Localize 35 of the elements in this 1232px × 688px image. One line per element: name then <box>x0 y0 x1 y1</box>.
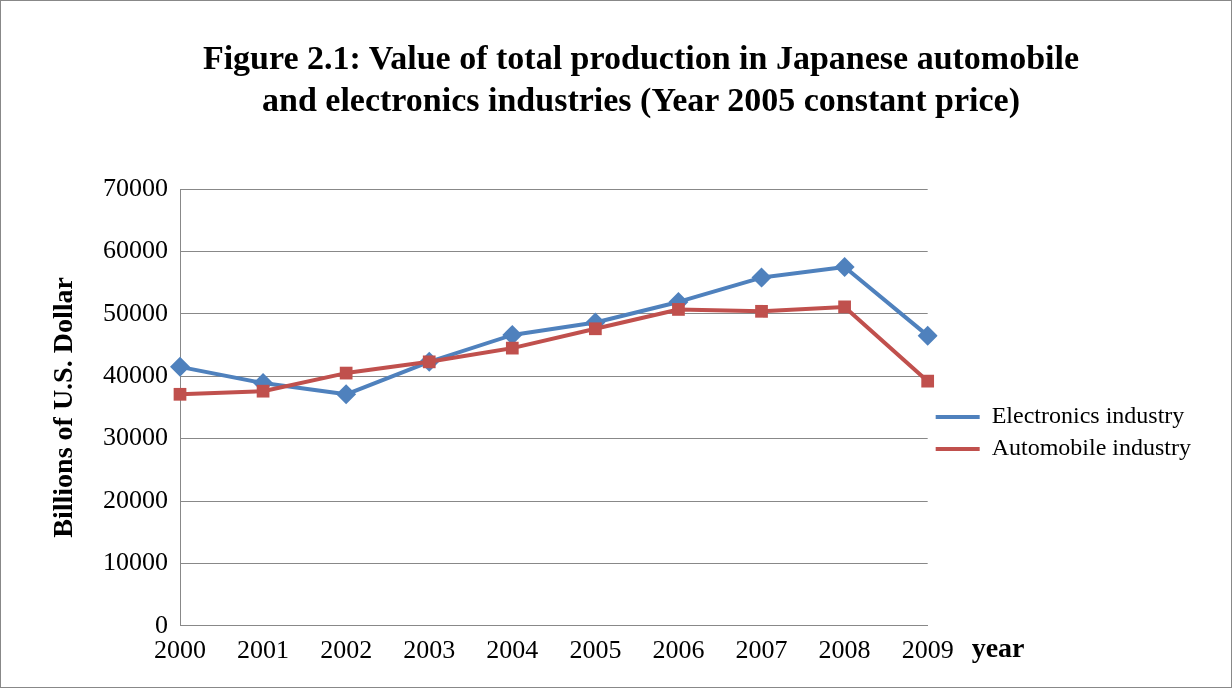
point <box>256 384 270 398</box>
x-tick-label: 2009 <box>901 635 954 665</box>
y-tick-label: 10000 <box>103 547 168 577</box>
chart-title: Figure 2.1: Value of total production in Japanese automobile and electronics industries (Year 2005 constant price) <box>201 38 1081 120</box>
x-tick-label: 2006 <box>652 635 705 665</box>
point <box>751 267 772 288</box>
point <box>589 322 602 336</box>
x-axis-title: year <box>971 632 1025 664</box>
y-tick-label: 20000 <box>103 484 168 514</box>
point <box>755 304 768 318</box>
y-tick-label: 50000 <box>103 297 168 327</box>
point <box>838 300 851 314</box>
y-tick-label: 30000 <box>103 422 168 452</box>
point <box>672 303 685 316</box>
point <box>505 341 519 355</box>
y-axis-title: Billions of U.S. Dollar <box>47 277 79 538</box>
x-tick-label: 2002 <box>320 635 373 665</box>
point <box>170 356 190 377</box>
x-tick-label: 2005 <box>569 635 622 665</box>
y-tick-label: 40000 <box>103 360 168 390</box>
legend-label: Electronics industry <box>991 402 1185 429</box>
point <box>917 325 938 346</box>
point <box>921 374 935 388</box>
point <box>173 387 187 401</box>
y-tick-label: 70000 <box>103 172 168 202</box>
legend-label: Automobile industry <box>991 434 1191 461</box>
x-tick-label: 2004 <box>486 635 539 665</box>
x-tick-label: 2003 <box>403 635 456 665</box>
y-tick-label: 60000 <box>103 235 168 265</box>
point <box>834 257 855 277</box>
x-tick-label: 2008 <box>818 635 871 665</box>
x-tick-label: 2007 <box>735 635 788 665</box>
x-tick-label: 2001 <box>237 635 290 665</box>
point <box>339 366 353 380</box>
point <box>336 384 357 405</box>
